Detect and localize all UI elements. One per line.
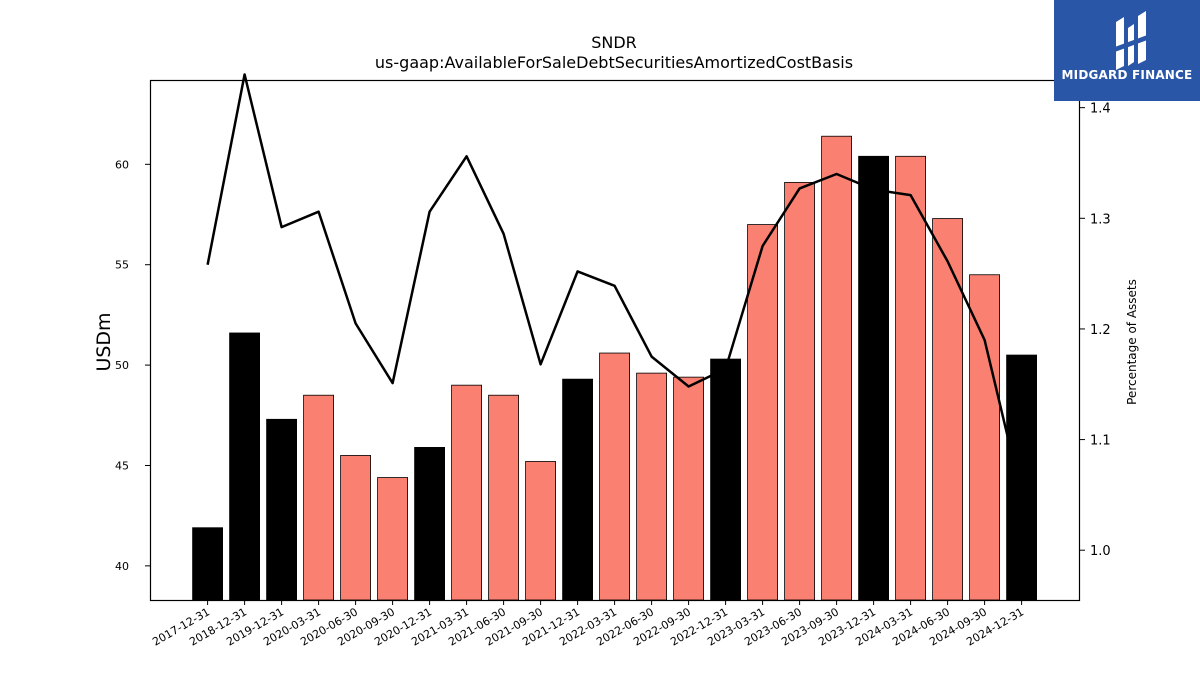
y-tick-label: 45 [115, 459, 129, 472]
bar [784, 181, 815, 601]
percentage-line [206, 73, 1023, 496]
bar [451, 384, 483, 601]
bar [377, 477, 409, 601]
bar [414, 447, 446, 601]
bar [340, 455, 372, 601]
right-axis: 1.0 1.1 1.2 1.3 1.4 [1080, 102, 1111, 559]
bar [562, 378, 593, 601]
bar [932, 218, 963, 601]
bar [636, 372, 667, 601]
y2-tick-label: 1.0 [1090, 544, 1111, 559]
bar [229, 332, 261, 601]
logo-mark-icon [1112, 11, 1150, 70]
bar-series [192, 135, 1037, 601]
y2-tick-label: 1.2 [1090, 323, 1111, 338]
y2-tick-label: 1.4 [1090, 102, 1111, 117]
bar [192, 527, 224, 601]
chart-title: SNDR [591, 33, 637, 52]
bar [599, 352, 630, 601]
y-tick-label: 55 [115, 259, 129, 272]
bar [858, 155, 889, 601]
y-tick-label: 50 [115, 359, 129, 372]
bar [1006, 354, 1037, 601]
bar [821, 135, 852, 601]
y-tick-label: 40 [115, 560, 129, 573]
bar [303, 394, 335, 601]
bar [673, 376, 704, 601]
bar [747, 224, 778, 601]
left-axis: 40 45 50 55 60 [115, 158, 150, 573]
bar [895, 155, 926, 601]
bar [525, 461, 556, 601]
x-axis: 2017-12-312018-12-312019-12-312020-03-31… [150, 600, 1026, 649]
bar [266, 418, 298, 601]
y2-tick-label: 1.3 [1090, 212, 1111, 227]
brand-logo: MIDGARD FINANCE [1054, 0, 1200, 101]
y-tick-label: 60 [115, 158, 129, 171]
logo-text: MIDGARD FINANCE [1061, 68, 1193, 82]
y2-axis-label: Percentage of Assets [1125, 279, 1139, 405]
bar [710, 358, 741, 601]
chart-subtitle: us-gaap:AvailableForSaleDebtSecuritiesAm… [375, 53, 853, 72]
bar [488, 394, 520, 601]
line-series [206, 73, 1023, 496]
y2-tick-label: 1.1 [1090, 434, 1111, 449]
y-axis-label: USDm [93, 312, 115, 371]
bar [969, 274, 1000, 601]
